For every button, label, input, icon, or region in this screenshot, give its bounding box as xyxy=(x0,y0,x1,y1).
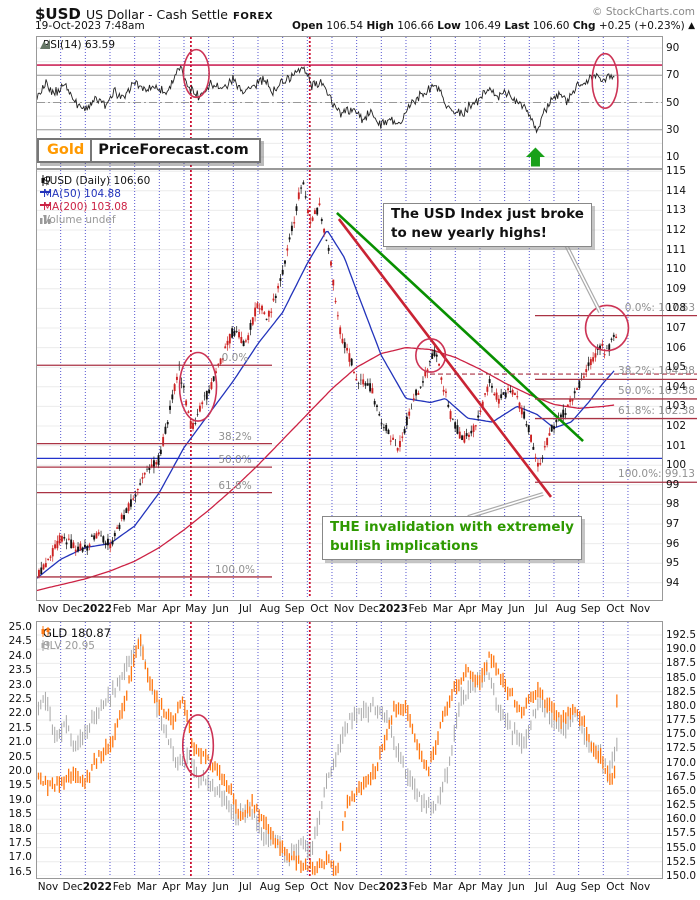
annotation-invalidation: THE invalidation with extremely bullish … xyxy=(322,516,582,560)
datetime: 19-Oct-2023 7:48am xyxy=(35,20,145,32)
gld-slv-panel xyxy=(36,621,663,879)
rsi-panel xyxy=(36,36,663,170)
annotation1-line2: to new yearly highs! xyxy=(391,225,547,241)
price-legend-text: $USD (Daily) 106.60 xyxy=(43,175,151,187)
annotation1-line1: The USD Index just broke xyxy=(391,206,584,222)
chg-value: +0.25 (+0.23%) xyxy=(598,20,685,32)
chg-label: Chg xyxy=(572,20,596,32)
ma50-legend: MA(50) 104.88 xyxy=(40,188,121,200)
annotation-yearly-highs: The USD Index just broke to new yearly h… xyxy=(383,203,592,247)
gld-highlight-ellipse xyxy=(181,714,215,777)
logo-gold: Gold xyxy=(47,142,85,158)
slv-legend: SLV 20.95 xyxy=(40,640,95,652)
symbol: $USD xyxy=(35,5,81,23)
price-highlight-ellipse xyxy=(415,337,447,373)
symbol-name: US Dollar - Cash Settle xyxy=(85,7,228,22)
annotation2-line2: bullish implications xyxy=(330,538,479,554)
logo-priceforecast: PriceForecast.com xyxy=(90,140,259,161)
low-label: Low xyxy=(437,20,461,32)
low-value: 106.49 xyxy=(464,20,501,32)
main-series-group xyxy=(37,170,662,598)
rsi-highlight-ellipse xyxy=(182,48,210,99)
high-value: 106.66 xyxy=(397,20,434,32)
volume-legend: Volume undef xyxy=(40,214,116,226)
gld-legend-text: GLD 180.87 xyxy=(43,626,112,640)
quote-line: Open 106.54 High 106.66 Low 106.49 Last … xyxy=(292,20,695,32)
bottom-series-group xyxy=(37,622,662,876)
copyright: © StockCharts.com xyxy=(592,6,695,18)
last-value: 106.60 xyxy=(532,20,570,32)
up-arrow-icon: ▲ xyxy=(688,21,695,31)
rsi-legend: RSI(14) 63.59 xyxy=(40,39,115,51)
goldpriceforecast-logo: Gold PriceForecast.com xyxy=(37,138,261,163)
price-legend: $USD (Daily) 106.60 xyxy=(40,175,150,187)
high-label: High xyxy=(366,20,394,32)
rsi-highlight-ellipse xyxy=(591,52,619,110)
green-up-arrow-icon xyxy=(525,147,545,167)
main-price-panel xyxy=(36,168,663,601)
price-highlight-ellipse xyxy=(584,304,630,352)
open-label: Open xyxy=(291,20,324,32)
slv-legend-text: SLV 20.95 xyxy=(43,640,95,652)
price-highlight-ellipse xyxy=(178,351,218,422)
open-value: 106.54 xyxy=(326,20,364,32)
last-label: Last xyxy=(504,20,530,32)
chart-title: $USD US Dollar - Cash Settle FOREX xyxy=(35,4,273,23)
ma50-legend-text: MA(50) 104.88 xyxy=(43,188,121,200)
exchange: FOREX xyxy=(232,11,274,22)
ma200-legend: MA(200) 103.08 xyxy=(40,201,128,213)
rsi-legend-text: RSI(14) 63.59 xyxy=(43,39,116,51)
annotation2-line1: THE invalidation with extremely xyxy=(330,519,574,535)
volume-legend-text: Volume undef xyxy=(43,214,116,226)
ma200-legend-text: MA(200) 103.08 xyxy=(43,201,128,213)
gld-legend: GLD 180.87 xyxy=(40,626,111,640)
